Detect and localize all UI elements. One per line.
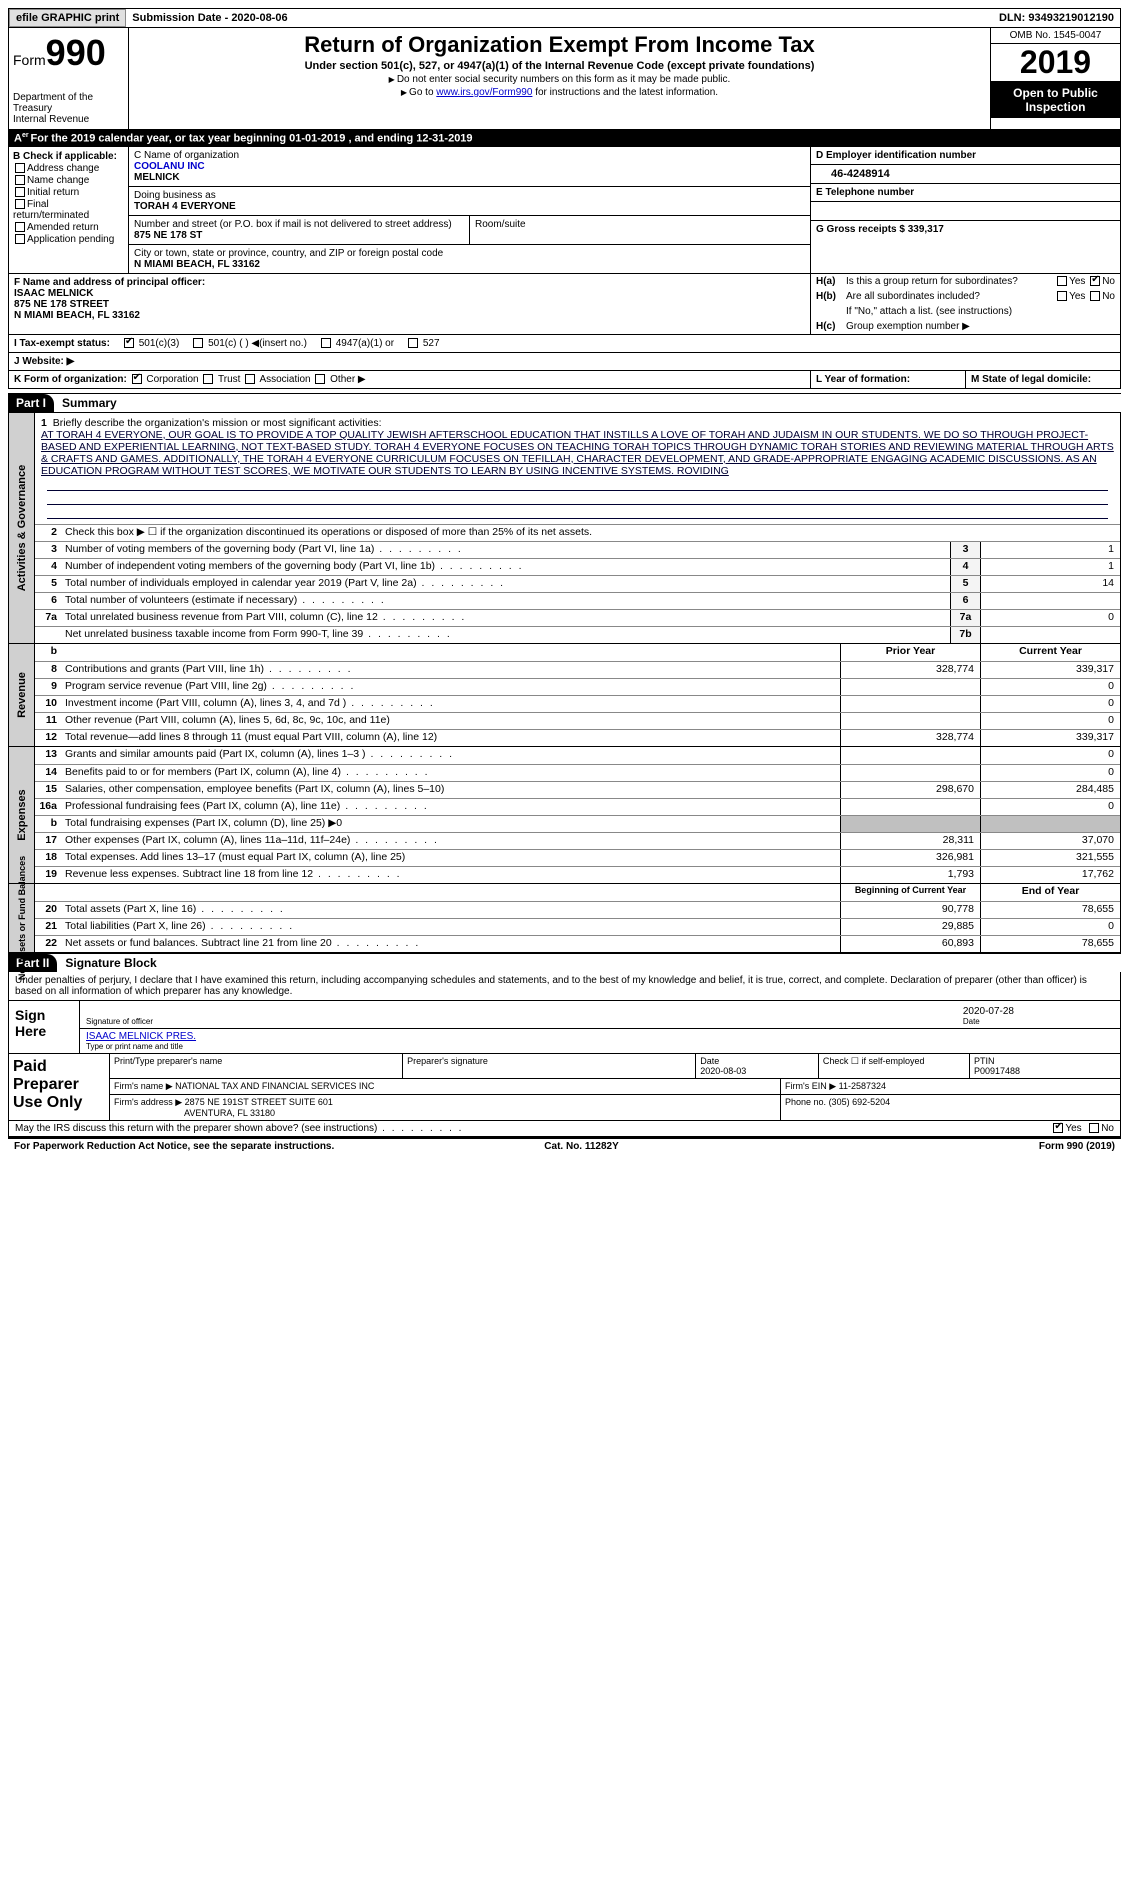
open-inspection: Open to Public Inspection [991, 82, 1120, 118]
firm-phone: (305) 692-5204 [829, 1097, 891, 1107]
room-suite: Room/suite [469, 216, 810, 245]
part1-header: Part I [8, 394, 54, 412]
goto-pre: Go to [409, 87, 436, 98]
mission-text: AT TORAH 4 EVERYONE, OUR GOAL IS TO PROV… [41, 429, 1114, 477]
vtab-netassets: Net Assets or Fund Balances [9, 884, 35, 952]
phone-label: E Telephone number [811, 183, 1120, 202]
dept-label: Department of the Treasury Internal Reve… [13, 92, 124, 125]
form-footer: Form 990 (2019) [1039, 1141, 1115, 1152]
info-grid: B Check if applicable: Address change Na… [8, 147, 1121, 274]
pra-notice: For Paperwork Reduction Act Notice, see … [14, 1141, 334, 1152]
vtab-revenue: Revenue [9, 644, 35, 746]
line3-val: 1 [980, 542, 1120, 558]
tax-year: 2019 [991, 44, 1120, 82]
form-subtitle: Under section 501(c), 527, or 4947(a)(1)… [133, 60, 986, 72]
firm-ein: 11-2587324 [839, 1081, 886, 1091]
check-applicable: B Check if applicable: Address change Na… [9, 147, 129, 273]
org-name2: MELNICK [134, 172, 180, 183]
state-domicile: M State of legal domicile: [965, 371, 1120, 388]
irs-link[interactable]: www.irs.gov/Form990 [436, 87, 532, 98]
form-title: Return of Organization Exempt From Incom… [133, 32, 986, 58]
firm-name: NATIONAL TAX AND FINANCIAL SERVICES INC [175, 1081, 374, 1091]
website-row: J Website: ▶ [8, 353, 1121, 371]
sig-date: 2020-07-28 [963, 1006, 1014, 1017]
form-header: Form990 Department of the Treasury Inter… [8, 28, 1121, 130]
corp-checkbox[interactable] [132, 374, 142, 384]
ha-yes[interactable] [1057, 276, 1067, 286]
phone-value [811, 202, 1120, 220]
tax-year-bar: Aer For the 2019 calendar year, or tax y… [8, 130, 1121, 147]
cat-no: Cat. No. 11282Y [544, 1141, 618, 1152]
ptin: P00917488 [974, 1066, 1020, 1076]
officer-name: ISAAC MELNICK [14, 288, 805, 299]
goto-post: for instructions and the latest informat… [532, 87, 718, 98]
city: N MIAMI BEACH, FL 33162 [134, 259, 260, 270]
efile-print-button[interactable]: efile GRAPHIC print [9, 9, 126, 27]
ein-label: D Employer identification number [811, 147, 1120, 165]
gross-receipts: 339,317 [908, 224, 944, 235]
officer-row: F Name and address of principal officer:… [8, 274, 1121, 335]
top-bar: efile GRAPHIC print Submission Date - 20… [8, 8, 1121, 28]
org-name[interactable]: COOLANU INC [134, 161, 205, 172]
officer-signed-name[interactable]: ISAAC MELNICK PRES. [86, 1031, 196, 1042]
perjury-declaration: Under penalties of perjury, I declare th… [9, 972, 1120, 1000]
year-formation: L Year of formation: [810, 371, 965, 388]
discuss-no[interactable] [1089, 1123, 1099, 1133]
501c3-checkbox[interactable] [124, 338, 134, 348]
form-number: 990 [46, 32, 106, 73]
part2-header: Part II [8, 954, 57, 972]
vtab-activities: Activities & Governance [9, 413, 35, 643]
ssn-note: Do not enter social security numbers on … [397, 74, 730, 85]
ein-value: 46-4248914 [811, 165, 1120, 183]
sign-here-label: Sign Here [9, 1001, 79, 1053]
form-word: Form [13, 52, 46, 68]
discuss-yes[interactable] [1053, 1123, 1063, 1133]
street: 875 NE 178 ST [134, 230, 202, 241]
omb-number: OMB No. 1545-0047 [991, 28, 1120, 44]
c-name-label: C Name of organization [134, 150, 239, 161]
paid-preparer-label: Paid Preparer Use Only [9, 1054, 109, 1120]
dba: TORAH 4 EVERYONE [134, 201, 236, 212]
dln: DLN: 93493219012190 [999, 12, 1120, 24]
hb-no[interactable] [1090, 291, 1100, 301]
hb-yes[interactable] [1057, 291, 1067, 301]
submission-date: Submission Date - 2020-08-06 [126, 10, 293, 26]
prep-date: 2020-08-03 [700, 1066, 746, 1076]
ha-no[interactable] [1090, 276, 1100, 286]
